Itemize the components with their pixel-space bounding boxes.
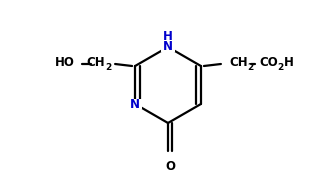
Text: N: N bbox=[130, 97, 140, 110]
Text: 2: 2 bbox=[277, 64, 283, 72]
Text: CH: CH bbox=[86, 57, 105, 69]
FancyBboxPatch shape bbox=[161, 42, 175, 52]
Text: O: O bbox=[165, 160, 175, 173]
Text: N: N bbox=[163, 40, 173, 54]
Text: 2: 2 bbox=[106, 64, 112, 72]
Text: CO: CO bbox=[259, 57, 278, 69]
Text: 2: 2 bbox=[247, 64, 253, 72]
FancyBboxPatch shape bbox=[128, 99, 142, 109]
Text: H: H bbox=[284, 57, 294, 69]
Text: CH: CH bbox=[229, 57, 248, 69]
Text: H: H bbox=[163, 30, 173, 44]
Text: HO: HO bbox=[55, 57, 75, 69]
